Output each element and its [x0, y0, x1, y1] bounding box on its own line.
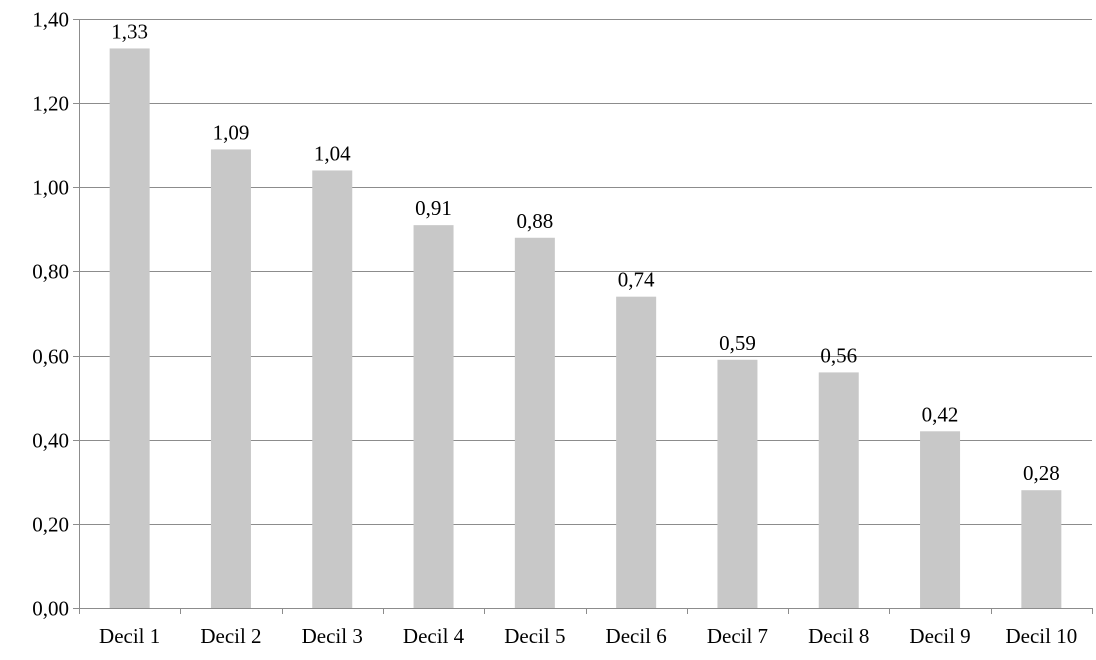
- bar-5: [514, 237, 555, 608]
- x-tick-label: Decil 8: [808, 624, 869, 648]
- label-layer: 0,00 0,20 0,40 0,60 0,80 1,00 1,20 1,40 1,33 Deci…: [32, 8, 1077, 649]
- data-label: 1,09: [213, 120, 250, 144]
- x-tick-label: Decil 7: [707, 624, 768, 648]
- axis-layer: [73, 19, 1093, 614]
- bar-9: [920, 431, 961, 608]
- bar-3: [312, 170, 353, 608]
- data-label: 0,74: [618, 268, 655, 292]
- x-tick-label: Decil 3: [302, 624, 363, 648]
- bar-10: [1021, 490, 1062, 608]
- x-tick-label: Decil 6: [606, 624, 667, 648]
- bar-8: [818, 372, 859, 608]
- data-label: 1,04: [314, 141, 351, 165]
- bar-4: [413, 225, 454, 608]
- y-tick-label: 0,40: [32, 429, 69, 453]
- x-tick-label: Decil 1: [99, 624, 160, 648]
- x-tick-label: Decil 4: [403, 624, 465, 648]
- y-tick-label: 1,20: [32, 92, 69, 116]
- y-tick-label: 1,40: [32, 8, 69, 32]
- data-label: 1,33: [111, 19, 148, 43]
- bar-1: [109, 48, 150, 608]
- data-label: 0,59: [719, 331, 756, 355]
- x-tick-label: Decil 9: [909, 624, 970, 648]
- y-tick-label: 0,80: [32, 260, 69, 284]
- x-tick-label: Decil 10: [1005, 624, 1077, 648]
- bar-7: [717, 359, 758, 608]
- bar-layer: [109, 48, 1062, 608]
- y-tick-label: 0,00: [32, 597, 69, 621]
- x-tick-label: Decil 2: [200, 624, 261, 648]
- bar-6: [616, 296, 657, 608]
- bar-2: [210, 149, 251, 608]
- data-label: 0,28: [1023, 461, 1060, 485]
- y-tick-label: 0,20: [32, 513, 69, 537]
- data-label: 0,88: [516, 209, 553, 233]
- y-tick-label: 1,00: [32, 176, 69, 200]
- data-label: 0,91: [415, 196, 452, 220]
- data-label: 0,56: [820, 343, 857, 367]
- x-tick-label: Decil 5: [504, 624, 565, 648]
- y-tick-label: 0,60: [32, 345, 69, 369]
- data-label: 0,42: [922, 402, 959, 426]
